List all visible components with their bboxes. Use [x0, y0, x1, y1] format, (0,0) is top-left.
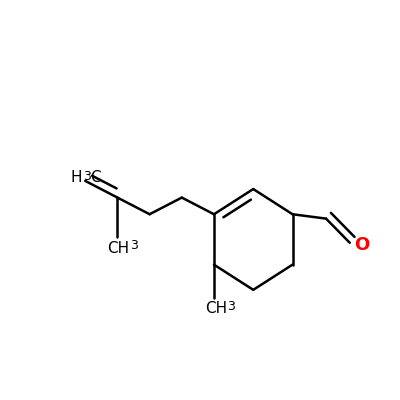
Text: 3: 3	[227, 300, 235, 313]
Text: 3: 3	[83, 170, 91, 182]
Text: CH: CH	[205, 301, 227, 316]
Text: O: O	[354, 236, 370, 254]
Text: H: H	[71, 170, 82, 185]
Text: 3: 3	[130, 239, 138, 252]
Text: C: C	[90, 170, 101, 185]
Text: CH: CH	[108, 240, 130, 256]
